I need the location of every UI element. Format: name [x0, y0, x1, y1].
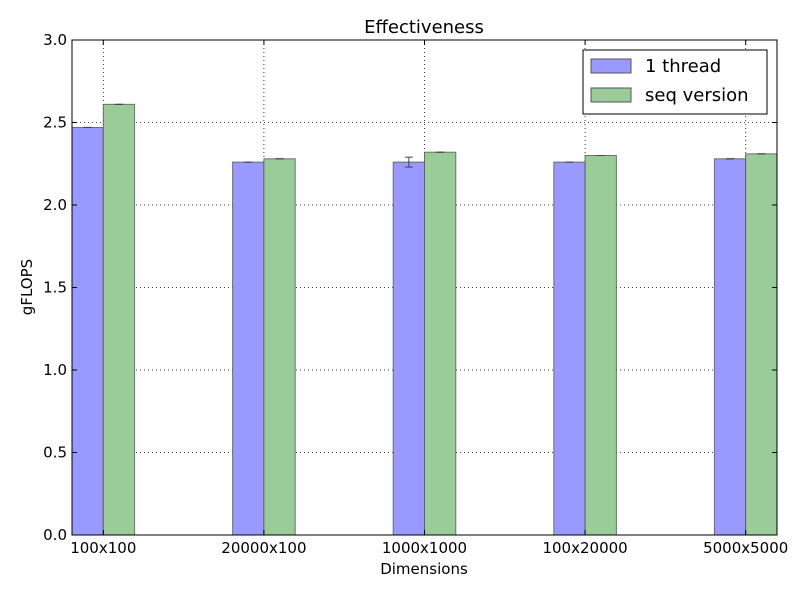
- y-tick-label: 1.0: [43, 361, 67, 379]
- x-tick-label: 100x100: [70, 539, 136, 557]
- axes: 0.0 0.5 1.0 1.5 2.0 2.5 3.0 100x100 20000x100 100…: [43, 31, 788, 557]
- y-tick-label: 0.0: [43, 526, 67, 544]
- bar: [232, 161, 265, 536]
- x-tick-label: 5000x5000: [703, 539, 788, 557]
- bar: [553, 161, 586, 536]
- y-tick-label: 1.5: [43, 279, 67, 297]
- bar: [392, 161, 426, 536]
- legend-label: 1 thread: [645, 56, 721, 77]
- x-tick-label: 20000x100: [221, 539, 306, 557]
- bar: [584, 155, 617, 536]
- bar: [263, 158, 296, 536]
- legend-swatch: [590, 58, 632, 74]
- y-axis-title: gFLOPS: [18, 259, 36, 315]
- y-tick-label: 0.5: [43, 444, 67, 462]
- y-tick-label: 3.0: [43, 31, 67, 49]
- x-tick-label: 100x20000: [542, 539, 627, 557]
- x-tick-label: 1000x1000: [382, 539, 467, 557]
- bar: [71, 126, 104, 536]
- y-tick-label: 2.5: [43, 114, 67, 132]
- bars: [71, 103, 778, 536]
- bar: [713, 158, 747, 536]
- y-tick-label: 2.0: [43, 196, 67, 214]
- legend-label: seq version: [645, 85, 749, 106]
- bar: [745, 153, 778, 536]
- legend: 1 thread seq version: [582, 49, 768, 115]
- bar: [424, 151, 457, 536]
- chart-title: Effectiveness: [364, 17, 484, 38]
- x-axis-title: Dimensions: [380, 560, 468, 578]
- legend-swatch: [590, 87, 632, 103]
- bar: [102, 103, 136, 536]
